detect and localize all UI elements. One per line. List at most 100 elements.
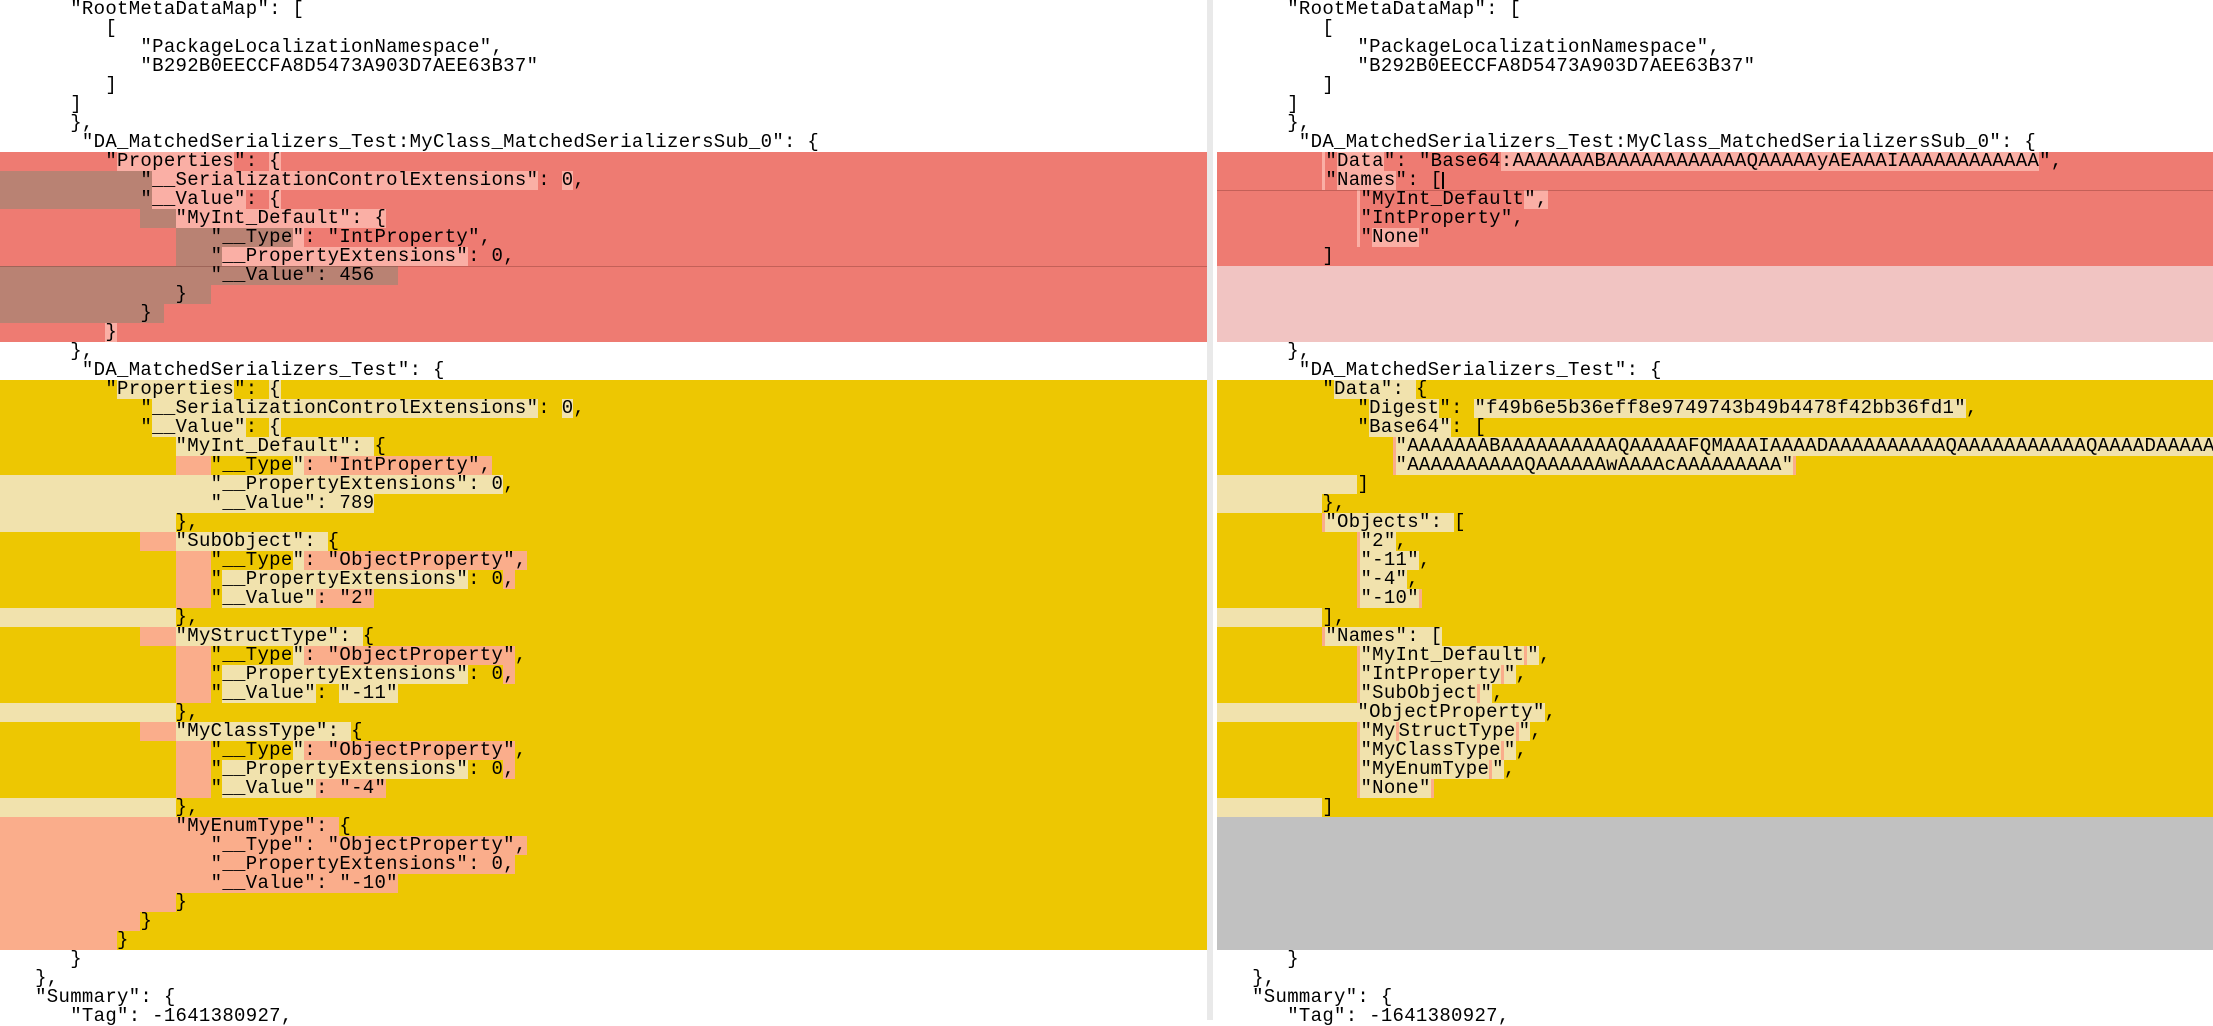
- code-line[interactable]: "MyEnumType": {: [0, 817, 1207, 836]
- code-line[interactable]: [1217, 817, 2213, 836]
- code-line[interactable]: "Summary": {: [1217, 988, 2213, 1007]
- code-line[interactable]: "B292B0EECCFA8D5473A903D7AEE63B37": [1217, 57, 2213, 76]
- code-line[interactable]: }: [0, 950, 1207, 969]
- code-line[interactable]: "SubObject ",: [1217, 684, 2213, 703]
- code-line[interactable]: "MyStructType": {: [0, 627, 1207, 646]
- code-line[interactable]: ]: [1217, 247, 2213, 266]
- code-line[interactable]: "__SerializationControlExtensions": 0,: [0, 171, 1207, 190]
- code-line[interactable]: "MyEnumType ",: [1217, 760, 2213, 779]
- code-line[interactable]: "__Value": "-11": [0, 684, 1207, 703]
- code-line[interactable]: "Data": {: [1217, 380, 2213, 399]
- code-line[interactable]: [1217, 855, 2213, 874]
- code-line[interactable]: },: [1217, 494, 2213, 513]
- code-line[interactable]: }: [0, 893, 1207, 912]
- code-line[interactable]: "__PropertyExtensions": 0,: [0, 570, 1207, 589]
- code-line[interactable]: "My StructType ",: [1217, 722, 2213, 741]
- code-line[interactable]: "Digest": "f49b6e5b36eff8e9749743b49b447…: [1217, 399, 2213, 418]
- code-line[interactable]: "IntProperty",: [1217, 209, 2213, 228]
- code-line[interactable]: ]: [1217, 475, 2213, 494]
- code-line[interactable]: [1217, 912, 2213, 931]
- code-line[interactable]: "__PropertyExtensions": 0,: [0, 665, 1207, 684]
- right-diff-pane[interactable]: "RootMetaDataMap": [ [ "PackageLocalizat…: [1217, 0, 2213, 1026]
- code-line[interactable]: [1217, 323, 2213, 342]
- code-line[interactable]: "Properties": {: [0, 152, 1207, 171]
- code-line[interactable]: "__Value": 456: [0, 266, 1207, 285]
- code-line[interactable]: "-4",: [1217, 570, 2213, 589]
- code-line[interactable]: },: [0, 798, 1207, 817]
- code-line[interactable]: "__Type": "ObjectProperty",: [0, 551, 1207, 570]
- code-line[interactable]: [1217, 893, 2213, 912]
- code-line[interactable]: "None": [1217, 228, 2213, 247]
- code-line[interactable]: ]: [1217, 76, 2213, 95]
- code-line[interactable]: "DA_MatchedSerializers_Test:MyClass_Matc…: [1217, 133, 2213, 152]
- code-line[interactable]: "-11",: [1217, 551, 2213, 570]
- code-line[interactable]: "Names": [: [1217, 171, 2213, 190]
- code-line[interactable]: }: [0, 285, 1207, 304]
- code-line[interactable]: "AAAAAAABAAAAAAAAAAQAAAAAFQMAAAIAAAADAAA…: [1217, 437, 2213, 456]
- code-line[interactable]: "AAAAAAAAAAQAAAAAAwAAAAcAAAAAAAAA": [1217, 456, 2213, 475]
- code-line[interactable]: "RootMetaDataMap": [: [0, 0, 1207, 19]
- code-line[interactable]: "-10": [1217, 589, 2213, 608]
- code-line[interactable]: "Names": [: [1217, 627, 2213, 646]
- code-line[interactable]: [: [0, 19, 1207, 38]
- code-line[interactable]: "MyClassType ",: [1217, 741, 2213, 760]
- code-line[interactable]: "Properties": {: [0, 380, 1207, 399]
- code-line[interactable]: "MyClassType": {: [0, 722, 1207, 741]
- code-line[interactable]: },: [0, 608, 1207, 627]
- code-line[interactable]: },: [1217, 969, 2213, 988]
- code-line[interactable]: [1217, 266, 2213, 285]
- code-line[interactable]: "__SerializationControlExtensions": 0,: [0, 399, 1207, 418]
- code-line[interactable]: "MyInt_Default",: [1217, 190, 2213, 209]
- code-line[interactable]: },: [0, 513, 1207, 532]
- code-line[interactable]: "__PropertyExtensions": 0,: [0, 855, 1207, 874]
- code-line[interactable]: ]: [1217, 798, 2213, 817]
- code-line[interactable]: [1217, 931, 2213, 950]
- code-line[interactable]: "__Value": {: [0, 190, 1207, 209]
- code-line[interactable]: "__Value": "2": [0, 589, 1207, 608]
- code-line[interactable]: "__Value": "-4": [0, 779, 1207, 798]
- code-line[interactable]: "__Value": 789: [0, 494, 1207, 513]
- code-line[interactable]: "__Type": "IntProperty",: [0, 228, 1207, 247]
- code-line[interactable]: "2",: [1217, 532, 2213, 551]
- code-line[interactable]: [1217, 285, 2213, 304]
- code-line[interactable]: "MyInt_Default": {: [0, 437, 1207, 456]
- code-line[interactable]: },: [0, 342, 1207, 361]
- code-line[interactable]: "Objects": [: [1217, 513, 2213, 532]
- code-line[interactable]: [1217, 874, 2213, 893]
- code-line[interactable]: "DA_MatchedSerializers_Test:MyClass_Matc…: [0, 133, 1207, 152]
- pane-divider[interactable]: [1207, 0, 1213, 1020]
- code-line[interactable]: "RootMetaDataMap": [: [1217, 0, 2213, 19]
- code-line[interactable]: },: [1217, 342, 2213, 361]
- code-line[interactable]: "PackageLocalizationNamespace",: [0, 38, 1207, 57]
- code-line[interactable]: "Tag": -1641380927,: [0, 1007, 1207, 1026]
- code-line[interactable]: [1217, 836, 2213, 855]
- code-line[interactable]: "IntProperty",: [1217, 665, 2213, 684]
- code-line[interactable]: "None": [1217, 779, 2213, 798]
- code-line[interactable]: "DA_MatchedSerializers_Test": {: [0, 361, 1207, 380]
- code-line[interactable]: },: [0, 114, 1207, 133]
- code-line[interactable]: "__PropertyExtensions": 0,: [0, 247, 1207, 266]
- left-diff-pane[interactable]: "RootMetaDataMap": [ [ "PackageLocalizat…: [0, 0, 1207, 1026]
- code-line[interactable]: "__PropertyExtensions": 0,: [0, 760, 1207, 779]
- code-line[interactable]: "MyInt_Default",: [1217, 646, 2213, 665]
- code-line[interactable]: ],: [1217, 608, 2213, 627]
- code-line[interactable]: "__Type": "ObjectProperty",: [0, 741, 1207, 760]
- code-line[interactable]: },: [0, 703, 1207, 722]
- code-line[interactable]: "Base64": [: [1217, 418, 2213, 437]
- code-line[interactable]: ]: [0, 76, 1207, 95]
- code-line[interactable]: }: [0, 912, 1207, 931]
- code-line[interactable]: "MyInt_Default": {: [0, 209, 1207, 228]
- code-line[interactable]: }: [0, 304, 1207, 323]
- code-line[interactable]: },: [1217, 114, 2213, 133]
- code-line[interactable]: "__Type": "ObjectProperty",: [0, 836, 1207, 855]
- code-line[interactable]: "DA_MatchedSerializers_Test": {: [1217, 361, 2213, 380]
- code-line[interactable]: "Data": "Base64:AAAAAAABAAAAAAAAAAAAQAAA…: [1217, 152, 2213, 171]
- code-line[interactable]: "__Value": {: [0, 418, 1207, 437]
- code-line[interactable]: },: [0, 969, 1207, 988]
- code-line[interactable]: "SubObject": {: [0, 532, 1207, 551]
- code-line[interactable]: "__Type": "ObjectProperty",: [0, 646, 1207, 665]
- code-line[interactable]: [1217, 304, 2213, 323]
- code-line[interactable]: "B292B0EECCFA8D5473A903D7AEE63B37": [0, 57, 1207, 76]
- code-line[interactable]: "Tag": -1641380927,: [1217, 1007, 2213, 1026]
- code-line[interactable]: "__Type": "IntProperty",: [0, 456, 1207, 475]
